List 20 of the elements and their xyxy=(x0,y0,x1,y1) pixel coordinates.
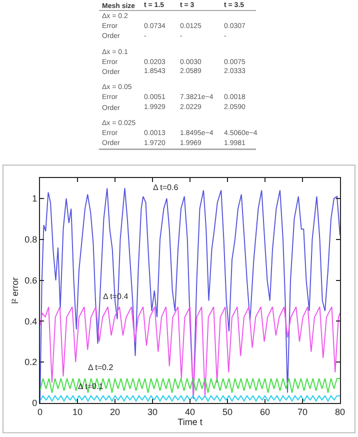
annotation: Δ t=0.2 xyxy=(88,363,114,372)
y-tick-label: 0 xyxy=(32,398,38,408)
x-tick-label: 20 xyxy=(110,406,120,417)
y-tick-label: 0.2 xyxy=(24,357,38,368)
x-tick-label: 50 xyxy=(222,406,233,417)
y-tick-label: 0.8 xyxy=(24,234,38,245)
x-tick-label: 10 xyxy=(72,406,83,417)
x-tick-label: 80 xyxy=(334,406,346,417)
line-series xyxy=(40,378,340,394)
y-tick-label: 1 xyxy=(32,194,38,204)
annotation: Δ t=0.6 xyxy=(153,183,179,192)
x-axis-title: Time t xyxy=(178,416,203,427)
y-axis-title: l² error xyxy=(10,277,20,304)
x-tick-label: 40 xyxy=(184,406,196,417)
x-tick-label: 70 xyxy=(297,406,308,417)
line-series xyxy=(40,306,340,398)
y-tick-label: 0.6 xyxy=(24,275,38,286)
y-tick-label: 0.4 xyxy=(24,316,38,326)
x-tick-label: 30 xyxy=(147,406,158,417)
x-tick-label: 60 xyxy=(260,406,270,417)
